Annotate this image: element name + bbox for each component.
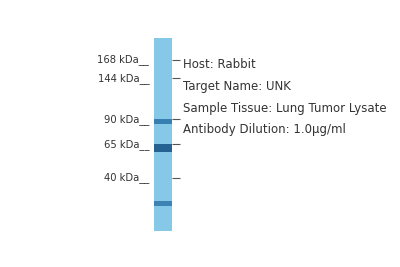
Bar — [154, 119, 172, 124]
Text: Sample Tissue: Lung Tumor Lysate: Sample Tissue: Lung Tumor Lysate — [183, 102, 387, 115]
Bar — [154, 38, 172, 231]
Bar — [154, 144, 172, 152]
Text: 168 kDa__: 168 kDa__ — [98, 54, 149, 65]
Text: 65 kDa__: 65 kDa__ — [104, 139, 149, 150]
Text: 90 kDa__: 90 kDa__ — [104, 114, 149, 125]
Text: 40 kDa__: 40 kDa__ — [104, 172, 149, 183]
Text: 144 kDa__: 144 kDa__ — [98, 73, 149, 84]
Text: Host: Rabbit: Host: Rabbit — [183, 58, 256, 72]
Text: Antibody Dilution: 1.0µg/ml: Antibody Dilution: 1.0µg/ml — [183, 123, 346, 136]
Text: Target Name: UNK: Target Name: UNK — [183, 80, 291, 93]
Bar — [154, 201, 172, 206]
